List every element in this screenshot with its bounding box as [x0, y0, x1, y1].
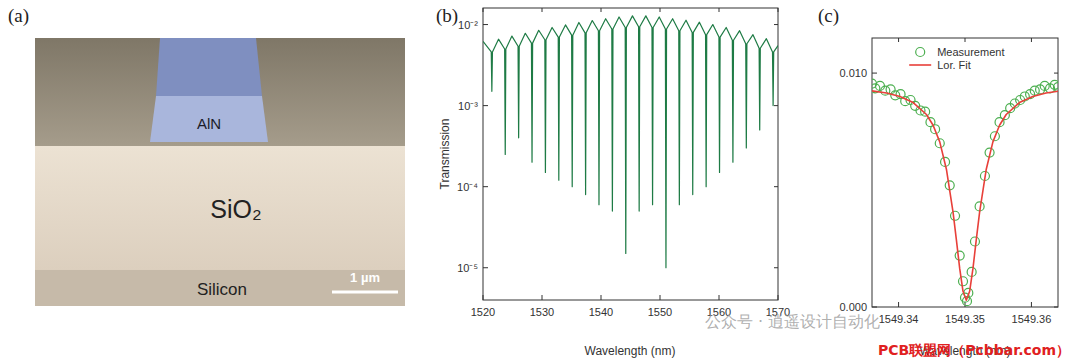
plot-frame: [872, 38, 1058, 307]
scale-bar: [332, 291, 398, 294]
scatter-point: [921, 107, 930, 116]
legend: MeasurementLor. Fit: [909, 46, 1004, 71]
y-tick: [774, 24, 778, 25]
panel-label: (a): [8, 5, 29, 27]
x-tick: [898, 38, 899, 42]
y-tick: [483, 186, 488, 187]
scatter-point: [955, 251, 964, 260]
x-tick-label: 1549.35: [945, 313, 985, 325]
y-tick: [483, 105, 488, 106]
y-tick: [1054, 73, 1058, 74]
x-tick-label: 1549.34: [879, 313, 919, 325]
line-series: [872, 90, 1058, 300]
legend-label: Lor. Fit: [937, 59, 971, 71]
scatter-point: [959, 277, 968, 286]
y-tick-label: 10⁻⁵: [457, 262, 478, 274]
sem-label: AlN: [197, 115, 221, 132]
sem-waveguide-side: [156, 38, 262, 96]
x-tick-label: 1540: [589, 306, 613, 318]
scale-bar-label: 1 µm: [350, 270, 380, 285]
chart-0: 15201530154015501560157010⁻²10⁻³10⁻⁴10⁻⁵…: [438, 8, 790, 358]
x-tick: [898, 302, 899, 307]
panel-label: (b): [436, 5, 458, 27]
x-tick: [1031, 38, 1032, 42]
watermark: 公众号 · 逍遥设计自动化: [705, 312, 880, 331]
sem-silicon: [35, 270, 405, 306]
scatter-point: [875, 81, 884, 90]
line-series: [483, 16, 778, 268]
sem-image: AlN SiO₂ Silicon 1 µm: [35, 38, 405, 306]
panel-label: (c): [818, 5, 839, 27]
sem-oxide: [35, 146, 405, 270]
y-axis-label: Transmission: [438, 119, 452, 190]
y-tick-label: 10⁻³: [458, 100, 478, 112]
y-tick: [872, 307, 877, 308]
x-tick: [1031, 302, 1032, 307]
y-tick: [483, 24, 488, 25]
plot-data: [872, 79, 1058, 306]
y-tick: [774, 186, 778, 187]
x-tick: [542, 8, 543, 12]
y-tick-label: 10⁻²: [458, 19, 478, 31]
x-tick: [601, 295, 602, 300]
x-tick-label: 1530: [530, 306, 554, 318]
y-tick: [774, 267, 778, 268]
scatter-point: [1054, 83, 1059, 92]
x-tick: [719, 8, 720, 12]
x-tick: [965, 38, 966, 42]
x-axis-label: Wavelength (nm): [585, 344, 676, 358]
y-tick: [483, 267, 488, 268]
x-tick-label: 1520: [471, 306, 495, 318]
x-tick-label: 1550: [648, 306, 672, 318]
watermark: PCB联盟网（Pcbbar.com）: [878, 342, 1070, 358]
legend-swatch: [909, 64, 931, 66]
x-tick-label: 1549.36: [1012, 313, 1052, 325]
x-tick: [483, 8, 484, 12]
y-tick-label: 0.010: [839, 67, 867, 79]
x-tick: [601, 8, 602, 12]
sem-label: SiO₂: [210, 195, 261, 223]
plot-data: [483, 16, 778, 268]
plot-frame: [483, 8, 778, 300]
x-tick: [542, 295, 543, 300]
figure: (a) (b) (c) AlN SiO₂ Silicon 1 µm 1520 1530 1540 1…: [0, 0, 1080, 363]
legend-label: Measurement: [937, 46, 1004, 58]
x-tick: [660, 295, 661, 300]
x-tick: [660, 8, 661, 12]
x-tick: [778, 295, 779, 300]
x-tick: [483, 295, 484, 300]
y-tick: [872, 73, 877, 74]
sem-label: Silicon: [197, 280, 247, 299]
scatter-point: [1040, 81, 1049, 90]
y-tick: [774, 105, 778, 106]
sem-waveguide-face: [150, 96, 268, 142]
scatter-point: [951, 211, 960, 220]
legend-swatch: [916, 48, 925, 57]
y-tick-label: 10⁻⁴: [457, 181, 478, 193]
y-tick: [1054, 307, 1058, 308]
x-tick: [778, 8, 779, 12]
chart-1: 1549.341549.351549.360.0000.010Wavelengt…: [839, 38, 1066, 358]
x-tick: [719, 295, 720, 300]
sem-background: [35, 38, 405, 146]
